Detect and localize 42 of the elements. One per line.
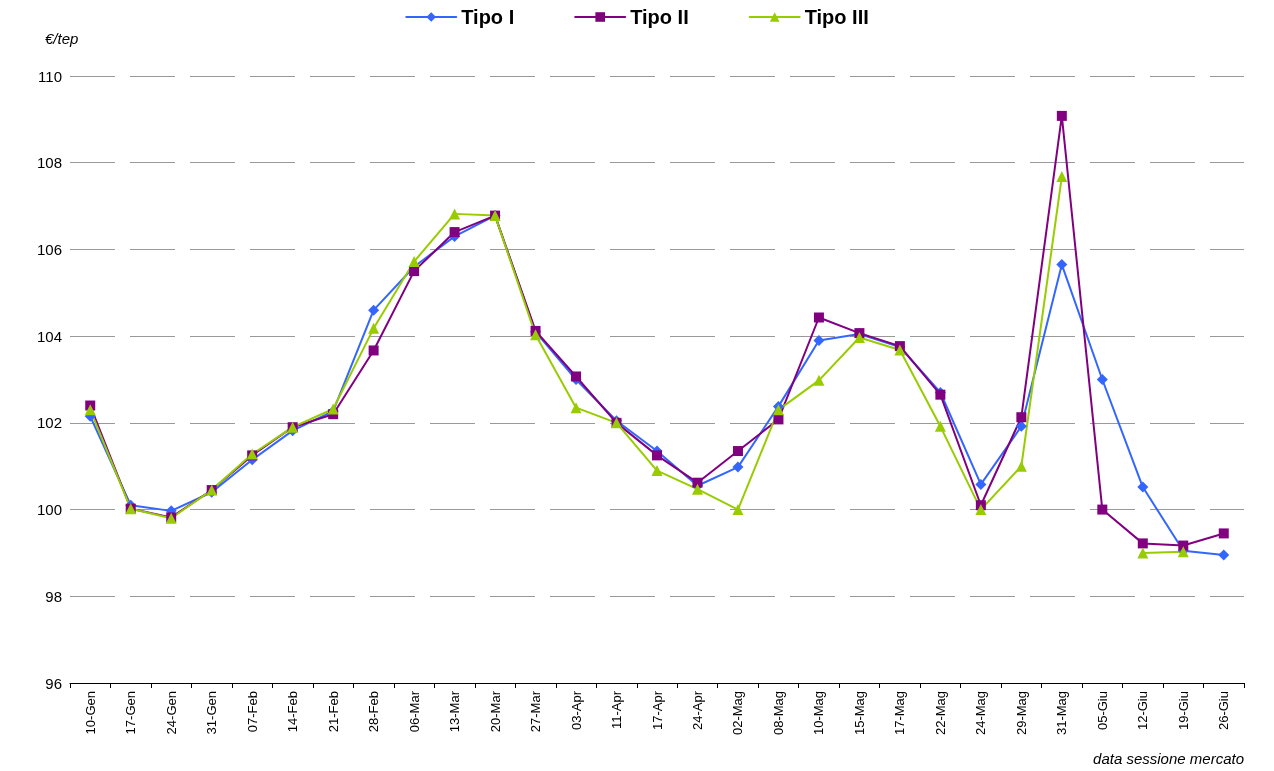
- y-tick-label: 102: [36, 414, 62, 432]
- x-tick-label: 05-Giu: [1094, 691, 1110, 731]
- y-tick-label: 104: [36, 327, 62, 345]
- y-tick-label: 110: [38, 67, 62, 85]
- x-tick-label: 24-Apr: [689, 690, 705, 731]
- x-tick-label: 10-Gen: [82, 691, 98, 735]
- legend-label: Tipo II: [630, 6, 689, 28]
- x-tick-label: 10-Mag: [811, 691, 827, 736]
- x-tick-label: 27-Mar: [528, 690, 544, 733]
- x-tick-label: 03-Apr: [568, 690, 584, 731]
- x-tick-label: 07-Feb: [244, 691, 260, 733]
- x-tick-label: 11-Apr: [609, 690, 625, 730]
- x-tick-label: 06-Mar: [406, 690, 422, 733]
- legend-label: Tipo I: [461, 6, 515, 28]
- x-tick-label: 14-Feb: [285, 691, 301, 733]
- x-tick-label: 17-Apr: [649, 690, 665, 731]
- legend-label: Tipo III: [804, 6, 869, 28]
- y-tick-label: 106: [36, 240, 62, 258]
- x-tick-label: 02-Mag: [730, 691, 746, 736]
- x-tick-label: 15-Mag: [851, 691, 867, 736]
- x-tick-label: 17-Mag: [892, 691, 908, 736]
- x-tick-label: 24-Gen: [163, 691, 179, 735]
- y-tick-label: 100: [36, 501, 62, 519]
- x-tick-label: 08-Mag: [770, 691, 786, 736]
- y-tick-label: 108: [36, 154, 62, 172]
- x-tick-label: 26-Giu: [1216, 691, 1232, 731]
- x-tick-label: 31-Mag: [1054, 691, 1070, 736]
- x-tick-label: 22-Mag: [932, 691, 948, 736]
- y-tick-label: 98: [45, 587, 62, 605]
- x-tick-label: 24-Mag: [973, 691, 989, 736]
- x-tick-label: 13-Mar: [447, 690, 463, 733]
- x-tick-label: 28-Feb: [366, 691, 382, 733]
- x-tick-label: 21-Feb: [325, 691, 341, 733]
- x-tick-label: 20-Mar: [487, 690, 503, 733]
- x-tick-label: 19-Giu: [1175, 691, 1191, 731]
- x-tick-label: 29-Mag: [1013, 691, 1029, 736]
- y-axis-title: €/tep: [45, 30, 79, 47]
- x-tick-label: 17-Gen: [123, 691, 139, 735]
- x-tick-label: 31-Gen: [204, 691, 220, 735]
- x-axis-title: data sessione mercato: [1093, 750, 1244, 767]
- y-tick-label: 96: [45, 674, 62, 692]
- x-tick-label: 12-Giu: [1135, 691, 1151, 731]
